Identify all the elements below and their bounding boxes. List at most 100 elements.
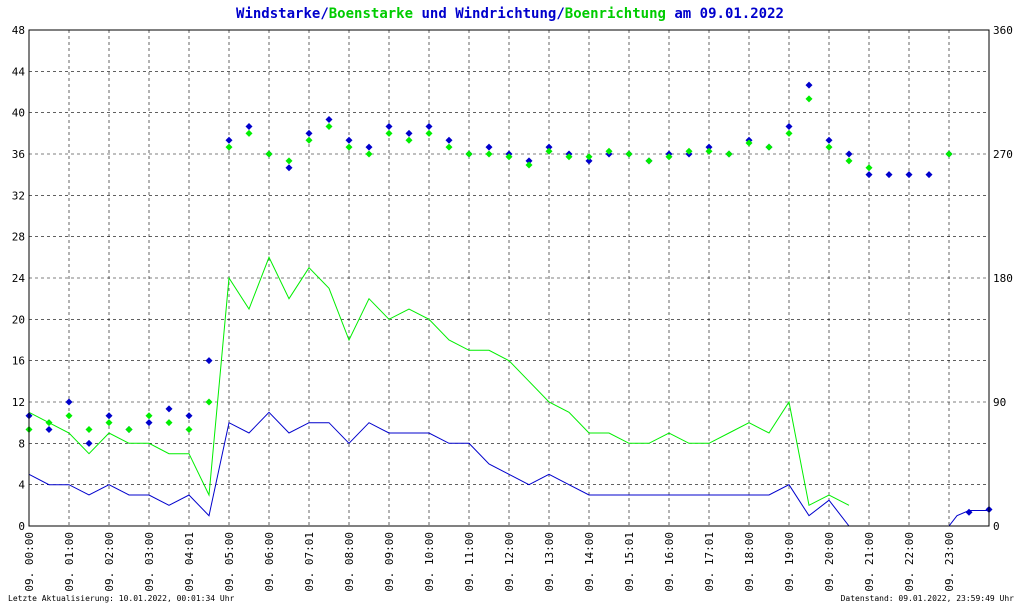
- point-windrichtung: [965, 508, 973, 516]
- plot-frame: [28, 29, 990, 527]
- point-boenrichtung: [605, 147, 613, 155]
- x-tick-label: 09. 21:00: [863, 532, 876, 592]
- y-left-tick-label: 28: [12, 231, 25, 244]
- x-tick-label: 09. 05:00: [223, 532, 236, 592]
- x-tick-label: 09. 10:00: [423, 532, 436, 592]
- x-tick-label: 09. 22:00: [903, 532, 916, 592]
- x-tick-label: 09. 03:00: [143, 532, 156, 592]
- x-tick-label: 09. 01:00: [63, 532, 76, 592]
- point-windrichtung: [145, 419, 153, 427]
- point-boenrichtung: [125, 426, 133, 434]
- point-windrichtung: [865, 171, 873, 179]
- point-boenrichtung: [405, 136, 413, 144]
- point-windrichtung: [245, 122, 253, 130]
- title-part-5: /: [556, 6, 564, 22]
- point-windrichtung: [105, 412, 113, 420]
- series-layer: [25, 81, 993, 527]
- point-windrichtung: [225, 136, 233, 144]
- point-boenrichtung: [465, 150, 473, 158]
- title-part-1: /: [320, 6, 328, 22]
- point-boenrichtung: [105, 419, 113, 427]
- x-tick-label: 09. 06:00: [263, 532, 276, 592]
- point-boenrichtung: [665, 153, 673, 161]
- point-windrichtung: [285, 164, 293, 172]
- point-windrichtung: [165, 405, 173, 413]
- point-boenrichtung: [285, 157, 293, 165]
- point-boenrichtung: [825, 143, 833, 151]
- footer-last-update: Letzte Aktualisierung: 10.01.2022, 00:01…: [8, 594, 235, 603]
- point-windrichtung: [885, 171, 893, 179]
- x-tick-label: 09. 08:00: [343, 532, 356, 592]
- point-boenrichtung: [205, 398, 213, 406]
- y-right-tick-label: 0: [993, 520, 1000, 533]
- point-windrichtung: [445, 136, 453, 144]
- y-left-tick-label: 24: [12, 272, 26, 285]
- point-boenrichtung: [705, 147, 713, 155]
- point-windrichtung: [85, 439, 93, 447]
- x-tick-label: 09. 15:01: [623, 532, 636, 592]
- title-part-2: Boenstarke: [329, 6, 413, 22]
- point-boenrichtung: [265, 150, 273, 158]
- x-tick-label: 09. 09:00: [383, 532, 396, 592]
- y-right-tick-label: 270: [993, 148, 1013, 161]
- title-part-0: Windstarke: [236, 6, 320, 22]
- y-left-tick-label: 36: [12, 148, 25, 161]
- x-tick-label: 09. 20:00: [823, 532, 836, 592]
- point-windrichtung: [785, 122, 793, 130]
- point-boenrichtung: [525, 161, 533, 169]
- point-boenrichtung: [345, 143, 353, 151]
- y-left-tick-label: 20: [12, 313, 25, 326]
- point-boenrichtung: [545, 147, 553, 155]
- point-windrichtung: [65, 398, 73, 406]
- y-left-tick-label: 44: [12, 65, 26, 78]
- grid: [29, 30, 989, 526]
- x-tick-label: 09. 17:01: [703, 532, 716, 592]
- point-boenrichtung: [725, 150, 733, 158]
- point-windrichtung: [365, 143, 373, 151]
- title-part-6: Boenrichtung: [565, 6, 666, 22]
- x-tick-label: 09. 13:00: [543, 532, 556, 592]
- point-boenrichtung: [625, 150, 633, 158]
- point-boenrichtung: [165, 419, 173, 427]
- point-windrichtung: [45, 426, 53, 434]
- point-windrichtung: [185, 412, 193, 420]
- series-line-windstarke: [28, 411, 989, 527]
- point-boenrichtung: [85, 426, 93, 434]
- point-windrichtung: [305, 129, 313, 137]
- point-boenrichtung: [245, 129, 253, 137]
- point-boenrichtung: [685, 147, 693, 155]
- point-windrichtung: [205, 357, 213, 365]
- point-windrichtung: [805, 81, 813, 89]
- point-boenrichtung: [145, 412, 153, 420]
- point-windrichtung: [525, 157, 533, 165]
- x-tick-label: 09. 00:00: [23, 532, 36, 592]
- y-left-tick-label: 48: [12, 24, 25, 37]
- x-tick-label: 09. 19:00: [783, 532, 796, 592]
- point-windrichtung: [845, 150, 853, 158]
- title-part-4: Windrichtung: [455, 6, 556, 22]
- point-windrichtung: [425, 122, 433, 130]
- point-windrichtung: [705, 143, 713, 151]
- point-boenrichtung: [185, 426, 193, 434]
- point-windrichtung: [905, 171, 913, 179]
- x-tick-label: 09. 23:00: [943, 532, 956, 592]
- point-windrichtung: [825, 136, 833, 144]
- point-boenrichtung: [445, 143, 453, 151]
- y-left-tick-label: 16: [12, 355, 25, 368]
- point-windrichtung: [545, 143, 553, 151]
- point-boenrichtung: [645, 157, 653, 165]
- x-tick-label: 09. 04:01: [183, 532, 196, 592]
- point-boenrichtung: [765, 143, 773, 151]
- point-boenrichtung: [745, 139, 753, 147]
- point-boenrichtung: [425, 129, 433, 137]
- point-boenrichtung: [305, 136, 313, 144]
- point-boenrichtung: [845, 157, 853, 165]
- x-tick-label: 09. 11:00: [463, 532, 476, 592]
- point-boenrichtung: [365, 150, 373, 158]
- point-windrichtung: [345, 136, 353, 144]
- point-windrichtung: [405, 129, 413, 137]
- point-boenrichtung: [585, 153, 593, 161]
- y-right-tick-label: 180: [993, 272, 1013, 285]
